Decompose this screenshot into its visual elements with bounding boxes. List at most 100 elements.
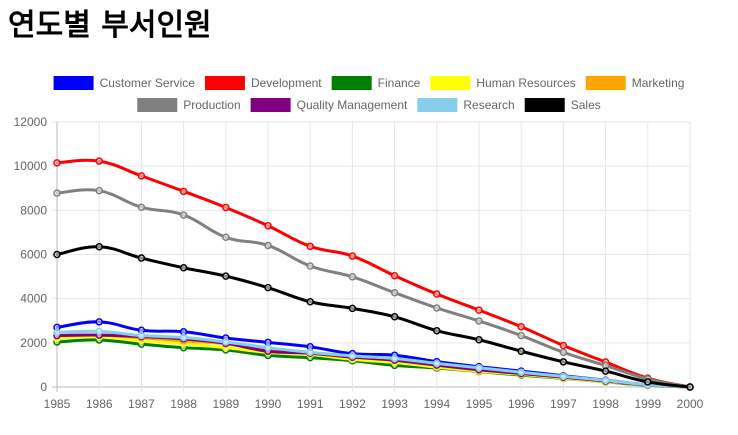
data-point-production-1988[interactable] <box>179 211 188 219</box>
x-tick-label: 1986 <box>86 397 113 411</box>
x-tick-label: 1999 <box>634 397 661 411</box>
data-point-sales-1999[interactable] <box>644 378 652 386</box>
data-point-production-1991[interactable] <box>306 262 314 270</box>
x-tick-label: 1985 <box>44 397 71 411</box>
data-point-sales-1991[interactable] <box>306 298 314 306</box>
legend-label: Research <box>463 98 514 112</box>
legend-label: Marketing <box>632 76 685 90</box>
data-point-development-1989[interactable] <box>222 203 230 212</box>
data-point-research-1992[interactable] <box>348 352 357 360</box>
legend-swatch <box>250 98 291 112</box>
legend-item-customer-service[interactable]: Customer Service <box>53 76 196 90</box>
series-line-production <box>55 188 692 389</box>
data-point-production-1985[interactable] <box>53 189 61 197</box>
data-point-development-1988[interactable] <box>179 187 188 196</box>
data-point-production-1990[interactable] <box>264 241 272 250</box>
data-point-sales-1995[interactable] <box>475 335 483 344</box>
data-point-sales-1998[interactable] <box>601 367 610 375</box>
x-tick-label: 1996 <box>508 397 535 411</box>
legend-swatch <box>53 76 94 90</box>
data-point-production-1993[interactable] <box>390 288 399 297</box>
legend-item-quality-management[interactable]: Quality Management <box>250 98 408 112</box>
legend-item-marketing[interactable]: Marketing <box>585 76 685 90</box>
data-point-production-1987[interactable] <box>137 203 146 211</box>
legend[interactable]: Customer Service Development Finance Human … <box>53 76 685 112</box>
data-point-development-1985[interactable] <box>53 159 61 167</box>
data-point-development-1996[interactable] <box>517 322 525 331</box>
data-point-sales-1986[interactable] <box>95 243 103 251</box>
x-tick-label: 1990 <box>255 397 282 411</box>
legend-item-human-resources[interactable]: Human Resources <box>430 76 576 90</box>
data-point-development-1997[interactable] <box>559 341 568 350</box>
data-point-development-1991[interactable] <box>306 242 314 251</box>
y-tick-label: 8000 <box>20 203 47 217</box>
legend-item-finance[interactable]: Finance <box>331 76 421 90</box>
data-point-development-1995[interactable] <box>475 306 483 314</box>
x-tick-label: 1997 <box>550 397 577 411</box>
y-tick-label: 12000 <box>14 115 48 129</box>
legend-swatch <box>417 98 458 112</box>
series-line-customer-service <box>55 320 692 389</box>
data-point-sales-1994[interactable] <box>433 326 441 335</box>
series-line-sales <box>55 245 692 389</box>
legend-label: Human Resources <box>476 76 575 90</box>
data-point-sales-1996[interactable] <box>517 347 525 355</box>
legend-label: Development <box>251 76 322 90</box>
data-point-sales-1990[interactable] <box>264 283 272 292</box>
data-point-production-1996[interactable] <box>517 331 525 340</box>
data-point-research-1993[interactable] <box>390 354 399 363</box>
data-point-production-1995[interactable] <box>475 317 483 325</box>
x-tick-label: 1988 <box>170 397 197 411</box>
data-point-development-1992[interactable] <box>348 252 357 260</box>
x-tick-label: 1998 <box>592 397 619 411</box>
x-axis: 1985 1986 1987 1988 1989 1990 1991 1992 1993 1994… <box>44 397 704 411</box>
data-point-development-1987[interactable] <box>137 172 146 180</box>
data-point-sales-1987[interactable] <box>137 254 146 262</box>
data-point-sales-1997[interactable] <box>559 358 568 366</box>
data-point-sales-1985[interactable] <box>53 250 61 259</box>
legend-swatch <box>331 76 372 90</box>
data-point-development-1994[interactable] <box>433 290 441 298</box>
data-point-development-1986[interactable] <box>95 157 103 165</box>
data-point-research-1995[interactable] <box>475 364 483 372</box>
legend-swatch <box>524 98 565 112</box>
y-axis: 0 2000 4000 6000 8000 10000 12000 <box>14 115 48 394</box>
data-point-production-1994[interactable] <box>433 304 441 312</box>
data-point-production-1992[interactable] <box>348 273 357 281</box>
data-point-research-1987[interactable] <box>137 331 146 340</box>
data-point-development-1993[interactable] <box>390 271 399 280</box>
data-point-research-1989[interactable] <box>222 338 230 346</box>
data-point-sales-1988[interactable] <box>179 264 188 272</box>
data-point-sales-2000[interactable] <box>686 383 694 391</box>
y-tick-label: 2000 <box>20 336 47 350</box>
series-layer <box>53 157 694 391</box>
data-point-sales-1989[interactable] <box>222 272 230 280</box>
data-point-research-1991[interactable] <box>306 348 314 357</box>
data-point-production-1989[interactable] <box>222 233 230 242</box>
data-point-production-1986[interactable] <box>95 186 103 195</box>
legend-item-production[interactable]: Production <box>137 98 241 112</box>
data-point-research-1986[interactable] <box>95 327 103 336</box>
data-point-production-1997[interactable] <box>559 348 568 357</box>
data-point-research-1997[interactable] <box>559 372 568 381</box>
data-point-development-1990[interactable] <box>264 222 272 230</box>
data-point-research-1990[interactable] <box>264 343 272 352</box>
legend-item-research[interactable]: Research <box>417 98 515 112</box>
data-point-research-1988[interactable] <box>179 333 188 342</box>
legend-label: Sales <box>571 98 601 112</box>
data-point-research-1996[interactable] <box>517 368 525 376</box>
data-point-research-1985[interactable] <box>53 328 61 337</box>
legend-label: Production <box>183 98 240 112</box>
x-tick-label: 1992 <box>339 397 366 411</box>
legend-item-development[interactable]: Development <box>204 76 322 90</box>
legend-item-sales[interactable]: Sales <box>524 98 601 112</box>
data-point-research-1998[interactable] <box>601 376 610 385</box>
y-tick-label: 6000 <box>20 248 47 262</box>
legend-swatch <box>585 76 626 90</box>
data-point-sales-1993[interactable] <box>390 313 399 321</box>
x-tick-label: 1991 <box>297 397 324 411</box>
data-point-sales-1992[interactable] <box>348 304 357 313</box>
data-point-customer-service-1986[interactable] <box>95 318 103 326</box>
data-point-research-1994[interactable] <box>433 359 441 368</box>
